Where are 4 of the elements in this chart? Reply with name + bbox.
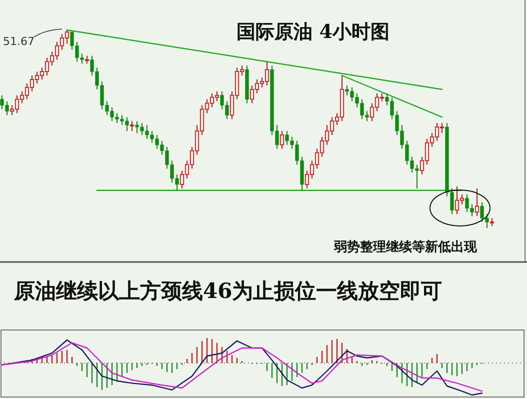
chart-title: 国际原油 4小时图 (236, 21, 390, 43)
text: 原油继续以上方颈线46为止损位一线放空即可 (14, 277, 444, 305)
annotation: 51.67 (3, 35, 34, 48)
text: 弱势整理继续等新低出现 (333, 239, 478, 255)
